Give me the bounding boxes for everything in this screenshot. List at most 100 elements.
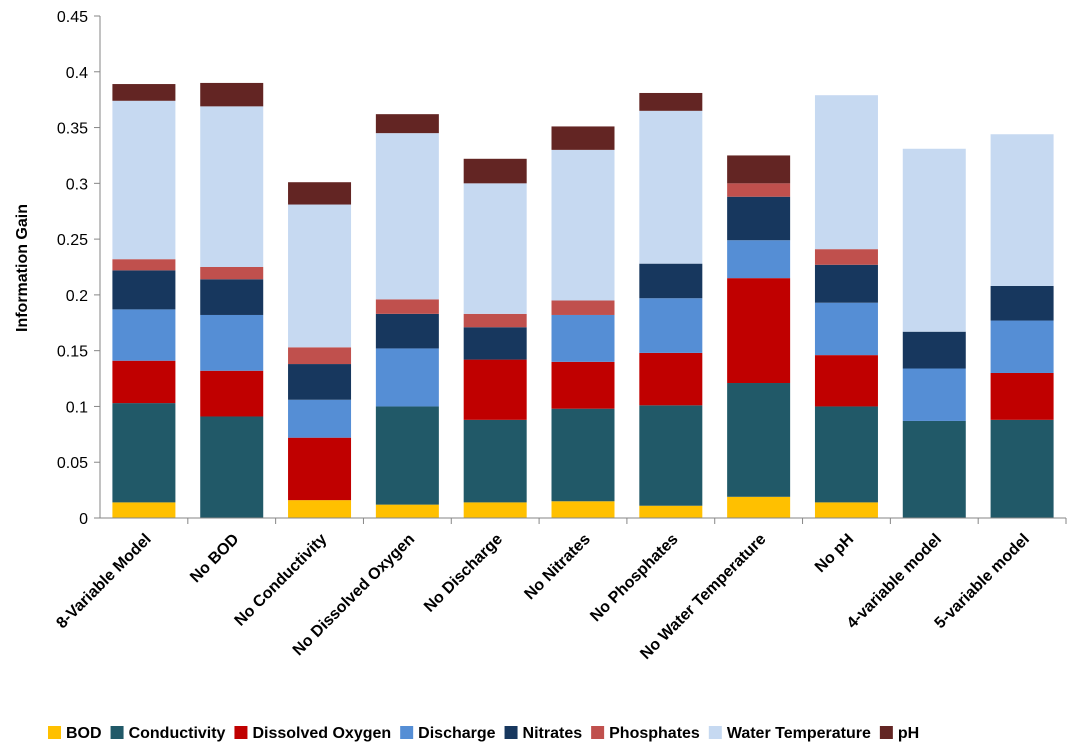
bar-segment-ph (727, 155, 791, 184)
bar-segment-nitrates (990, 285, 1054, 321)
bar-segment-ph (375, 114, 439, 134)
bar-segment-bod (463, 502, 527, 518)
bar-segment-phosphates (463, 313, 527, 328)
bar-segment-discharge (375, 348, 439, 407)
bar-segment-nitrates (112, 270, 176, 310)
y-tick-label: 0.1 (66, 399, 88, 416)
legend-swatch (504, 726, 518, 739)
bar-segment-phosphates (112, 259, 176, 271)
bar-segment-dissolved-oxygen (990, 372, 1054, 420)
bar-segment-discharge (727, 240, 791, 279)
bar-segment-water-temperature (814, 95, 878, 250)
legend-swatch (708, 726, 722, 739)
bar-segment-phosphates (288, 347, 352, 365)
bar-segment-conductivity (814, 406, 878, 503)
bar-segment-dissolved-oxygen (551, 361, 615, 409)
bar-segment-dissolved-oxygen (727, 278, 791, 384)
y-tick-group: 0 0.05 0.1 0.15 0.2 0.25 0.3 0.35 0.4 0.45 (57, 9, 100, 528)
bar-segment-conductivity (375, 406, 439, 505)
bar-segment-conductivity (902, 420, 966, 518)
x-category-label: No pH (812, 531, 857, 576)
bar-segment-phosphates (814, 249, 878, 265)
bar-segment-water-temperature (639, 110, 703, 264)
legend-label: pH (898, 725, 919, 742)
x-category-label: No BOD (187, 531, 242, 586)
bar-segment-water-temperature (112, 100, 176, 260)
bar-segment-water-temperature (288, 204, 352, 348)
y-tick-label: 0.4 (66, 65, 88, 82)
bar-segment-water-temperature (551, 149, 615, 301)
legend-label: Discharge (418, 725, 495, 742)
bar-segment-nitrates (375, 313, 439, 349)
legend-label: Nitrates (523, 725, 583, 742)
x-category-label: 4-variable model (844, 531, 945, 632)
bar-segment-nitrates (902, 331, 966, 369)
bar-segment-bod (814, 502, 878, 518)
bar-segment-dissolved-oxygen (288, 437, 352, 501)
x-category-label: No Phosphates (587, 531, 681, 625)
bar-segment-nitrates (639, 263, 703, 299)
bar-segment-water-temperature (990, 134, 1054, 286)
y-tick-label: 0 (79, 511, 88, 528)
bar-segment-discharge (200, 314, 264, 371)
bar-segment-water-temperature (200, 106, 264, 267)
x-category-label: No Discharge (421, 531, 506, 616)
bar-segment-dissolved-oxygen (639, 352, 703, 406)
bar-segment-dissolved-oxygen (463, 359, 527, 420)
bar-segment-conductivity (727, 383, 791, 497)
bar-segment-dissolved-oxygen (814, 355, 878, 407)
bar-segment-discharge (288, 399, 352, 438)
bar-segment-dissolved-oxygen (112, 360, 176, 404)
legend-label: Dissolved Oxygen (252, 725, 391, 742)
bar-segment-bod (727, 496, 791, 518)
bar-segment-nitrates (200, 279, 264, 315)
bar-segment-conductivity (639, 405, 703, 506)
y-tick-label: 0.45 (57, 9, 88, 26)
legend-swatch (234, 726, 248, 739)
bar-segment-conductivity (112, 403, 176, 503)
bar-segment-conductivity (551, 408, 615, 502)
bar-segment-water-temperature (463, 183, 527, 314)
x-category-label: No Conductivity (232, 531, 331, 630)
legend-swatch (400, 726, 414, 739)
bar-segment-ph (288, 182, 352, 205)
bar-segment-bod (551, 501, 615, 518)
bar-segment-nitrates (727, 196, 791, 241)
x-category-label: No Nitrates (521, 531, 593, 603)
bar-segment-phosphates (551, 300, 615, 315)
bar-segment-dissolved-oxygen (200, 370, 264, 417)
bar-segment-discharge (902, 368, 966, 421)
bar-segment-phosphates (200, 267, 264, 280)
bar-segment-bod (288, 500, 352, 518)
bar-segment-bod (639, 505, 703, 518)
bar-segment-discharge (112, 309, 176, 361)
legend-label: Water Temperature (727, 725, 871, 742)
legend-swatch (110, 726, 124, 739)
x-category-label: 5-variable model (932, 531, 1033, 632)
y-axis-title: Information Gain (14, 204, 31, 332)
y-tick-label: 0.05 (57, 455, 88, 472)
legend: BOD Conductivity Dissolved Oxygen Discharge… (48, 725, 919, 742)
bar-segment-water-temperature (375, 133, 439, 300)
bar-segment-phosphates (727, 183, 791, 197)
bar-segment-nitrates (814, 264, 878, 303)
bar-segment-discharge (551, 314, 615, 362)
bar-segment-bod (112, 502, 176, 518)
x-category-label: 8-Variable Model (53, 531, 154, 632)
legend-swatch (591, 726, 605, 739)
bar-segment-ph (200, 82, 264, 107)
legend-label: Conductivity (129, 725, 226, 742)
bar-segment-discharge (814, 302, 878, 356)
y-tick-label: 0.15 (57, 344, 88, 361)
bar-segment-water-temperature (902, 148, 966, 332)
bar-segment-ph (463, 158, 527, 184)
bar-segment-conductivity (990, 419, 1054, 518)
bar-segment-nitrates (288, 364, 352, 400)
bar-segment-bod (375, 504, 439, 518)
bar-segment-ph (112, 84, 176, 101)
bar-segment-nitrates (463, 327, 527, 360)
bar-segment-discharge (639, 298, 703, 353)
legend-label: BOD (66, 725, 102, 742)
bar-group (112, 82, 1054, 518)
